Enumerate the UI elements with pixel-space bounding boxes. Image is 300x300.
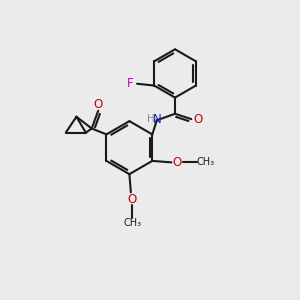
Text: O: O	[173, 156, 182, 169]
Text: CH₃: CH₃	[124, 218, 142, 228]
Text: O: O	[128, 193, 137, 206]
Text: H: H	[147, 114, 155, 124]
Text: O: O	[193, 113, 202, 126]
Text: F: F	[127, 77, 134, 90]
Text: N: N	[153, 112, 162, 126]
Text: O: O	[93, 98, 102, 111]
Text: CH₃: CH₃	[196, 158, 214, 167]
